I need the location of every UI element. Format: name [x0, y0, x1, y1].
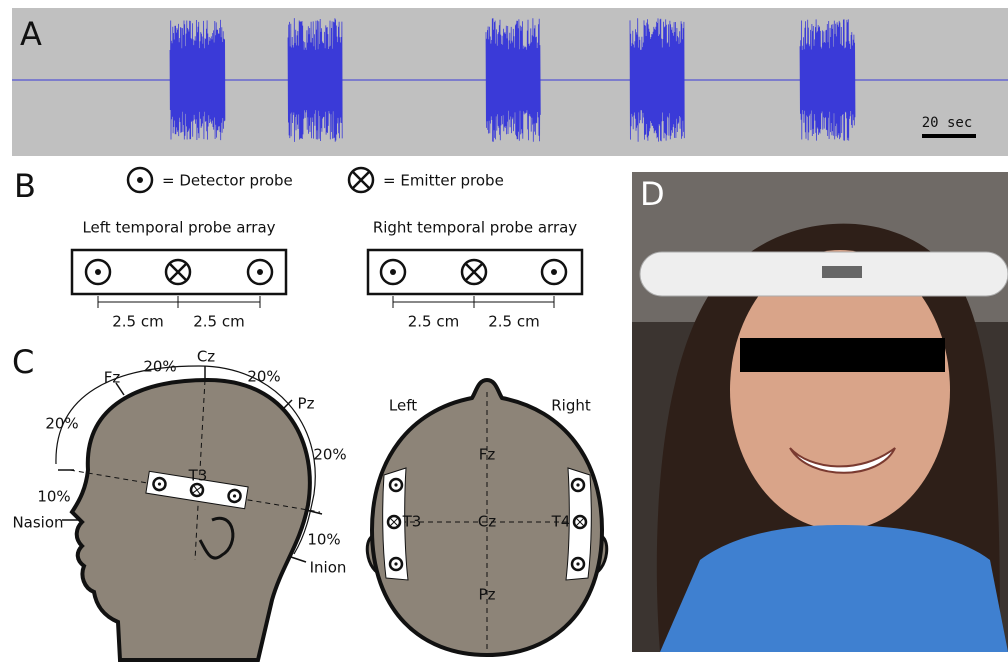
array-title: Left temporal probe array: [82, 219, 275, 237]
side-label: Right: [551, 397, 591, 415]
spacing-label: 2.5 cm: [112, 313, 163, 331]
burst: [170, 20, 225, 140]
legend-text: = Detector probe: [162, 172, 293, 190]
position-label: Pz: [298, 395, 315, 413]
photo: [632, 172, 1008, 652]
percent-label: 20%: [247, 368, 280, 386]
detector-dot: [390, 269, 396, 275]
side-label: Left: [389, 397, 417, 415]
scale-label: 20 sec: [922, 115, 973, 131]
percent-label: 10%: [307, 531, 340, 549]
percent-label: 10%: [37, 488, 70, 506]
detector-symbol: [128, 168, 152, 192]
position-label: Fz: [104, 369, 121, 387]
percent-label: 20%: [143, 358, 176, 376]
detector-dot: [551, 269, 557, 275]
array-title: Right temporal probe array: [373, 219, 577, 237]
position-label: Cz: [197, 348, 215, 366]
position-label: Cz: [478, 513, 496, 531]
probe-array: Left temporal probe array 2.5 cm 2.5 cm: [72, 219, 286, 331]
landmark-label: Inion: [310, 559, 347, 577]
panel-label: A: [20, 15, 42, 53]
probe-array: Right temporal probe array 2.5 cm 2.5 cm: [368, 219, 582, 331]
panel-label: B: [14, 167, 36, 205]
percent-label: 20%: [313, 446, 346, 464]
probe-label: T4: [551, 513, 571, 531]
detector-dot: [95, 269, 101, 275]
probe-label: T3: [188, 467, 208, 485]
landmark-label: Nasion: [12, 514, 63, 532]
panel-label: D: [640, 175, 665, 213]
spacing-label: 2.5 cm: [408, 313, 459, 331]
legend-text: = Emitter probe: [383, 172, 504, 190]
position-label: Pz: [479, 586, 496, 604]
probe-label: T3: [402, 513, 422, 531]
panel-label: C: [12, 343, 34, 381]
spacing-label: 2.5 cm: [488, 313, 539, 331]
position-label: Fz: [479, 446, 496, 464]
spacing-label: 2.5 cm: [193, 313, 244, 331]
percent-label: 20%: [45, 415, 78, 433]
detector-dot: [257, 269, 263, 275]
figure: A 20 sec B = Detector probe = Emitter pr…: [0, 0, 1008, 665]
emitter-symbol: [349, 168, 373, 192]
side-head: [72, 380, 310, 660]
